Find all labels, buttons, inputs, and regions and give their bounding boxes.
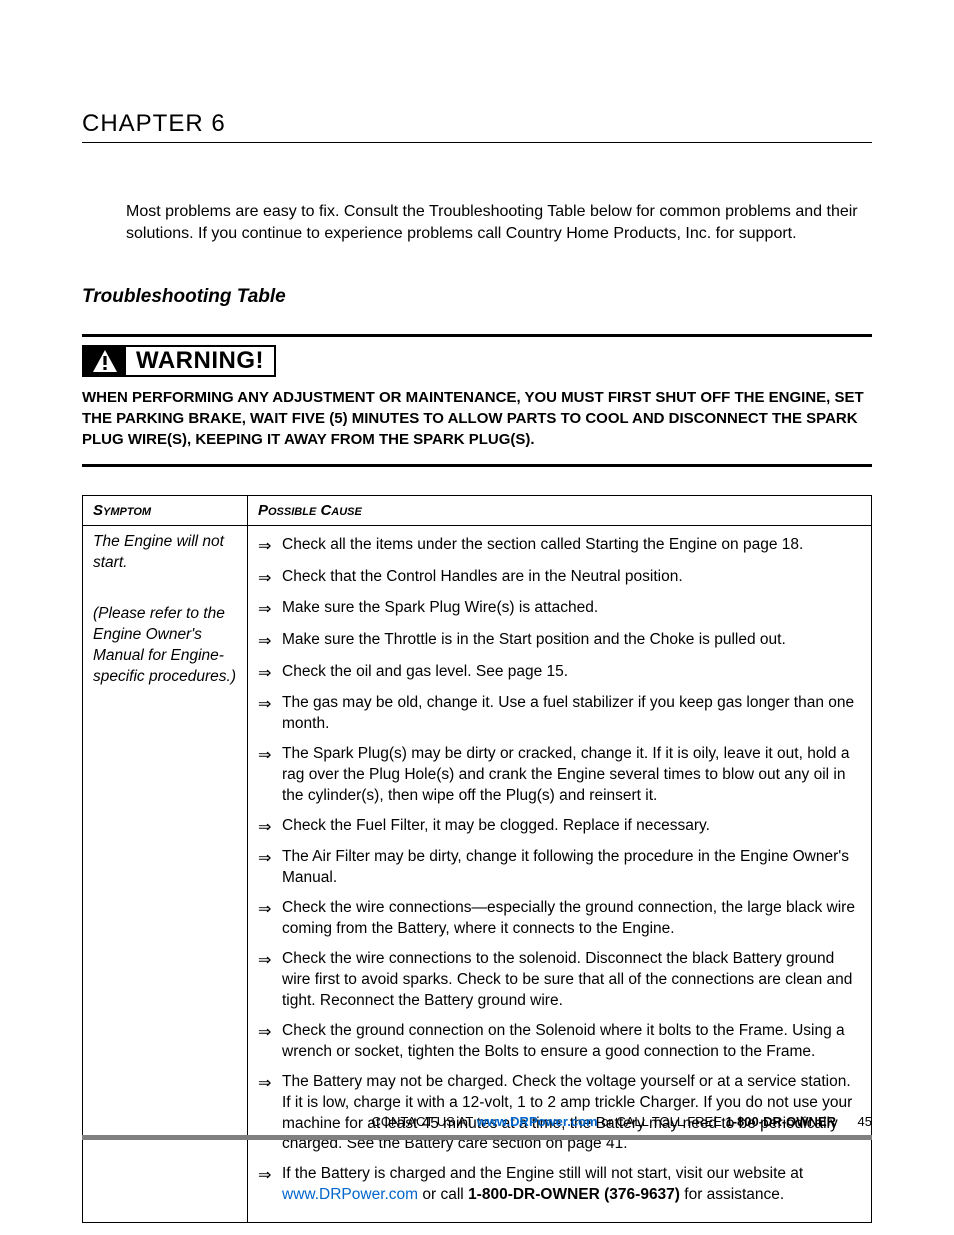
symptom-main-text: The Engine will not start.: [93, 532, 237, 574]
cause-item: ⇒Check that the Control Handles are in t…: [258, 564, 861, 596]
chapter-title: CHAPTER 6: [82, 110, 872, 143]
cause-item: ⇒The gas may be old, change it. Use a fu…: [258, 690, 861, 741]
cause-text: Check that the Control Handles are in th…: [282, 567, 861, 588]
cause-item: ⇒The Spark Plug(s) may be dirty or crack…: [258, 741, 861, 813]
cause-text: Check the wire connections—especially th…: [282, 898, 861, 940]
arrow-icon: ⇒: [258, 662, 282, 685]
website-link[interactable]: www.DRPower.com: [282, 1186, 418, 1203]
cause-text: Check all the items under the section ca…: [282, 535, 861, 556]
cause-item: ⇒Check the oil and gas level. See page 1…: [258, 659, 861, 691]
cause-item: ⇒Check the Fuel Filter, it may be clogge…: [258, 813, 861, 845]
warning-label-text: WARNING!: [136, 347, 264, 375]
arrow-icon: ⇒: [258, 1164, 282, 1187]
cause-item: ⇒The Air Filter may be dirty, change it …: [258, 844, 861, 895]
intro-paragraph: Most problems are easy to fix. Consult t…: [126, 201, 862, 244]
table-header-symptom: Symptom: [83, 496, 248, 526]
arrow-icon: ⇒: [258, 567, 282, 590]
arrow-icon: ⇒: [258, 847, 282, 870]
table-header-cause: Possible Cause: [248, 496, 872, 526]
cause-text: Make sure the Throttle is in the Start p…: [282, 630, 861, 651]
warning-block: WARNING! WHEN PERFORMING ANY ADJUSTMENT …: [82, 334, 872, 467]
cause-text: The Spark Plug(s) may be dirty or cracke…: [282, 744, 861, 807]
phone-number: 1-800-DR-OWNER (376-9637): [468, 1186, 680, 1203]
arrow-icon: ⇒: [258, 598, 282, 621]
warning-banner: WARNING!: [82, 345, 276, 377]
cause-item: ⇒Check all the items under the section c…: [258, 532, 861, 564]
page-footer: CONTACT US AT www.DRPower.com or CALL TO…: [82, 1114, 872, 1140]
cause-item: ⇒Make sure the Spark Plug Wire(s) is att…: [258, 595, 861, 627]
footer-phone: 1-800-DR-OWNER: [725, 1114, 836, 1129]
warning-triangle-icon: [84, 347, 126, 375]
arrow-icon: ⇒: [258, 630, 282, 653]
cause-text: Check the Fuel Filter, it may be clogged…: [282, 816, 861, 837]
arrow-icon: ⇒: [258, 816, 282, 839]
arrow-icon: ⇒: [258, 693, 282, 716]
arrow-icon: ⇒: [258, 1021, 282, 1044]
cause-item: ⇒Check the wire connections to the solen…: [258, 946, 861, 1018]
cause-text: The Air Filter may be dirty, change it f…: [282, 847, 861, 889]
cause-text: Make sure the Spark Plug Wire(s) is atta…: [282, 598, 861, 619]
warning-paragraph: WHEN PERFORMING ANY ADJUSTMENT OR MAINTE…: [82, 387, 872, 450]
cause-item: ⇒Check the ground connection on the Sole…: [258, 1018, 861, 1069]
warning-label: WARNING!: [126, 347, 274, 375]
cause-text: If the Battery is charged and the Engine…: [282, 1164, 861, 1206]
page-number: 45: [836, 1114, 872, 1129]
cause-item: ⇒Make sure the Throttle is in the Start …: [258, 627, 861, 659]
cause-item: ⇒If the Battery is charged and the Engin…: [258, 1161, 861, 1212]
causes-list: ⇒Check all the items under the section c…: [258, 532, 861, 1212]
footer-mid: or CALL TOLL FREE: [598, 1114, 726, 1129]
cause-text: Check the wire connections to the soleno…: [282, 949, 861, 1012]
arrow-icon: ⇒: [258, 898, 282, 921]
cause-text: Check the oil and gas level. See page 15…: [282, 662, 861, 683]
arrow-icon: ⇒: [258, 744, 282, 767]
cause-text: Check the ground connection on the Solen…: [282, 1021, 861, 1063]
symptom-note-text: (Please refer to the Engine Owner's Manu…: [93, 604, 237, 688]
footer-pre: CONTACT US AT: [371, 1114, 476, 1129]
footer-link[interactable]: www.DRPower.com: [477, 1114, 598, 1129]
cause-item: ⇒Check the wire connections—especially t…: [258, 895, 861, 946]
arrow-icon: ⇒: [258, 535, 282, 558]
cause-text: The gas may be old, change it. Use a fue…: [282, 693, 861, 735]
arrow-icon: ⇒: [258, 949, 282, 972]
arrow-icon: ⇒: [258, 1072, 282, 1095]
section-title: Troubleshooting Table: [82, 286, 872, 308]
